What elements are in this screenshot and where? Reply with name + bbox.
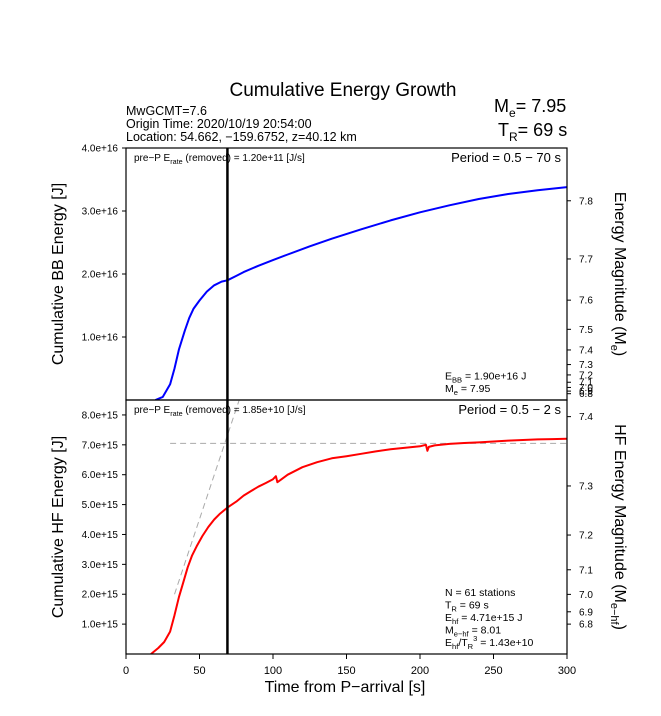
magnitude-tick-label: 7.1 xyxy=(579,565,593,576)
y-tick-label: 1.0e+16 xyxy=(82,333,119,344)
chart-title: Cumulative Energy Growth xyxy=(229,80,456,101)
y-tick-label: 1.0e+15 xyxy=(82,620,119,631)
magnitude-tick-label: 7.7 xyxy=(579,254,593,265)
annotation-line: Me−hf = 8.01 xyxy=(445,625,501,639)
annotation-line: Ehf = 4.71e+15 J xyxy=(445,612,523,626)
magnitude-axis-label: Energy Magnitude (Me) xyxy=(608,192,628,356)
y-axis-label: Cumulative BB Energy [J] xyxy=(50,183,67,365)
x-axis: 0 50 100 150 200 250 300 xyxy=(123,654,576,677)
y-tick-label: 8.0e+15 xyxy=(82,410,119,421)
magnitude-tick-label: 7.5 xyxy=(579,325,593,336)
energy-series-line xyxy=(155,186,567,400)
x-tick-label: 300 xyxy=(558,665,576,677)
y-tick-label: 2.0e+15 xyxy=(82,590,119,601)
header-mw: MwGCMT=7.6 xyxy=(126,104,207,118)
y-tick-label: 6.0e+15 xyxy=(82,470,119,481)
magnitude-tick-label: 7.2 xyxy=(579,531,593,542)
magnitude-tick-label: 7.4 xyxy=(579,345,593,356)
magnitude-tick-label: 7.1 xyxy=(579,378,593,389)
y-axis-label: Cumulative HF Energy [J] xyxy=(50,436,67,618)
magnitude-tick-label: 7.2 xyxy=(579,370,593,381)
hf-energy-panel: 1.0e+15 2.0e+15 3.0e+15 4.0e+15 5.0e+15 6.0e+… xyxy=(50,399,628,655)
magnitude-tick-label: 7.6 xyxy=(579,296,593,307)
y-tick-label: 4.0e+15 xyxy=(82,530,119,541)
magnitude-tick-label: 7.0 xyxy=(579,590,593,601)
magnitude-tick-label: 7.4 xyxy=(579,412,593,423)
y-tick-label: 3.0e+15 xyxy=(82,560,119,571)
period-label: Period = 0.5 − 2 s xyxy=(458,402,561,417)
magnitude-tick-label: 7.3 xyxy=(579,360,593,371)
x-tick-label: 250 xyxy=(484,665,502,677)
magnitude-tick-label: 6.9 xyxy=(579,607,593,618)
y-tick-label: 4.0e+16 xyxy=(82,144,119,155)
energy-series-line xyxy=(150,437,567,654)
pre-p-rate-label: pre−P Erate (removed) = 1.20e+11 [J/s] xyxy=(134,153,305,166)
annotation-line: EBB = 1.90e+16 J xyxy=(445,371,526,385)
magnitude-tick-label: 7.8 xyxy=(579,196,593,207)
x-tick-label: 50 xyxy=(193,665,205,677)
header-me: Me= 7.95 xyxy=(494,96,566,120)
magnitude-tick-label: 7.3 xyxy=(579,481,593,492)
header-location: Location: 54.662, −159.6752, z=40.12 km xyxy=(126,130,357,144)
x-tick-label: 150 xyxy=(337,665,355,677)
y-tick-label: 5.0e+15 xyxy=(82,500,119,511)
y-tick-label: 7.0e+15 xyxy=(82,440,119,451)
annotation-line: TR = 69 s xyxy=(445,600,489,614)
period-label: Period = 0.5 − 70 s xyxy=(451,150,561,165)
annotation-line: Ehf/TR3 = 1.43e+10 xyxy=(445,634,534,651)
y-tick-label: 3.0e+16 xyxy=(82,207,119,218)
x-tick-label: 0 xyxy=(123,665,129,677)
x-tick-label: 100 xyxy=(264,665,282,677)
panel-frame xyxy=(125,147,568,401)
bb-energy-panel: 1.0e+16 2.0e+16 3.0e+16 4.0e+16 Cumulative B… xyxy=(50,144,628,401)
header-origin-time: Origin Time: 2020/10/19 20:54:00 xyxy=(126,117,312,131)
header-tr: TR= 69 s xyxy=(498,120,567,144)
reference-line xyxy=(174,400,240,595)
magnitude-tick-label: 7.0 xyxy=(579,383,593,394)
y-tick-label: 2.0e+16 xyxy=(82,270,119,281)
pre-p-rate-label: pre−P Erate (removed) = 1.85e+10 [J/s] xyxy=(134,405,306,418)
x-tick-label: 200 xyxy=(411,665,429,677)
annotation-line: N = 61 stations xyxy=(445,587,515,599)
magnitude-tick-label: 6.9 xyxy=(579,387,593,398)
magnitude-tick-label: 6.8 xyxy=(579,620,593,631)
magnitude-axis-label: HF Energy Magnitude (Me−hf) xyxy=(608,424,628,630)
magnitude-tick-label: 6.8 xyxy=(579,389,593,400)
x-axis-label: Time from P−arrival [s] xyxy=(265,679,426,696)
annotation-line: Me = 7.95 xyxy=(445,383,491,397)
